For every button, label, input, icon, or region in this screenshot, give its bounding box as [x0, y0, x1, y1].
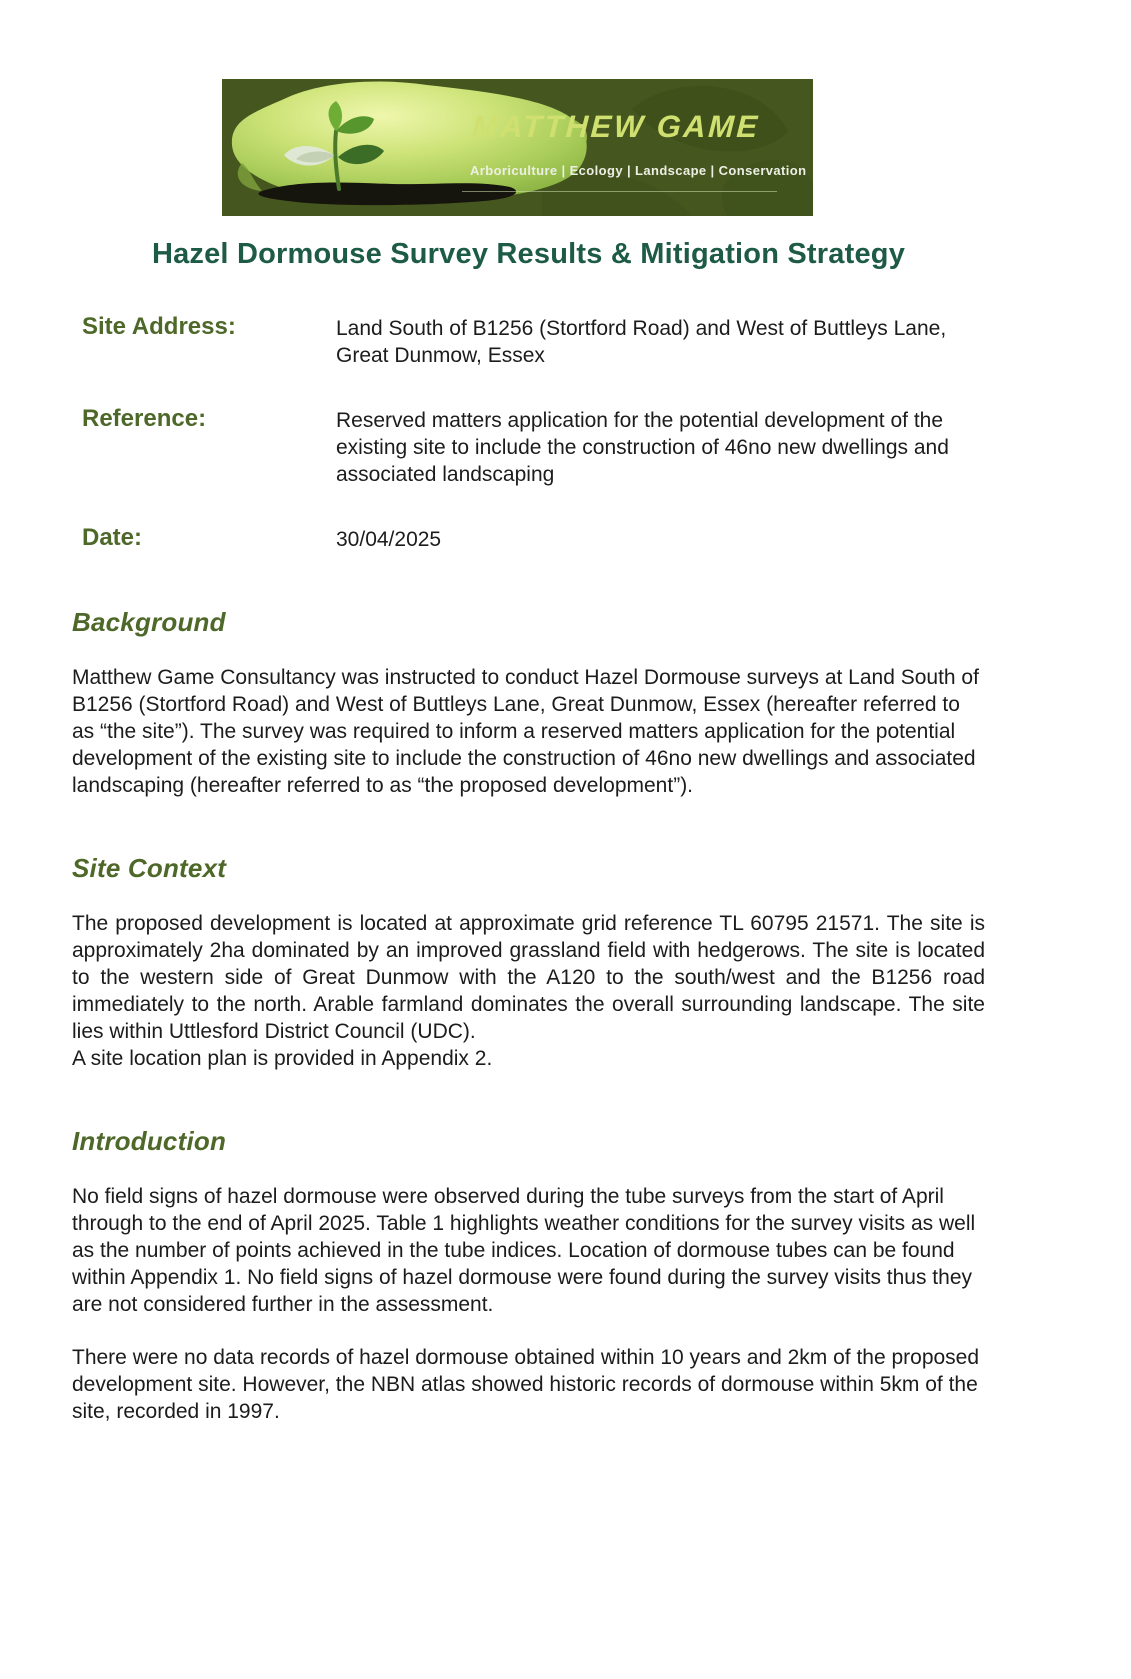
paragraph: There were no data records of hazel dorm…	[72, 1346, 980, 1423]
date-value: 30/04/2025	[336, 528, 442, 551]
banner-divider-line	[462, 191, 777, 192]
section-background: Background Matthew Game Consultancy was …	[72, 607, 985, 799]
paragraph: Matthew Game Consultancy was instructed …	[72, 666, 979, 797]
meta-row-date: Date: 30/04/2025	[72, 524, 985, 553]
meta-row-site-address: Site Address: Land South of B1256 (Stort…	[72, 313, 985, 369]
section-heading-introduction: Introduction	[72, 1126, 227, 1156]
site-address-label: Site Address:	[82, 313, 236, 340]
paragraph: A site location plan is provided in Appe…	[72, 1047, 493, 1070]
reference-label: Reference:	[82, 405, 207, 432]
document-meta: Site Address: Land South of B1256 (Stort…	[72, 313, 985, 553]
meta-row-reference: Reference: Reserved matters application …	[72, 405, 985, 488]
seedling-logo-icon	[222, 79, 813, 216]
reference-value: Reserved matters application for the pot…	[336, 409, 949, 486]
company-name: MATTHEW GAME	[471, 109, 761, 144]
section-heading-site-context: Site Context	[72, 853, 227, 883]
report-page: MATTHEW GAME Arboriculture | Ecology | L…	[0, 79, 1131, 1679]
company-logo-banner: MATTHEW GAME Arboriculture | Ecology | L…	[222, 79, 813, 216]
section-introduction: Introduction No field signs of hazel dor…	[72, 1126, 985, 1425]
document-title: Hazel Dormouse Survey Results & Mitigati…	[151, 238, 906, 270]
site-address-value: Land South of B1256 (Stortford Road) and…	[336, 317, 947, 367]
date-label: Date:	[82, 524, 143, 551]
company-tagline: Arboriculture | Ecology | Landscape | Co…	[470, 163, 807, 178]
section-site-context: Site Context The proposed development is…	[72, 853, 985, 1072]
paragraph: The proposed development is located at a…	[72, 912, 985, 1043]
paragraph: No field signs of hazel dormouse were ob…	[72, 1185, 976, 1316]
section-heading-background: Background	[72, 607, 226, 637]
